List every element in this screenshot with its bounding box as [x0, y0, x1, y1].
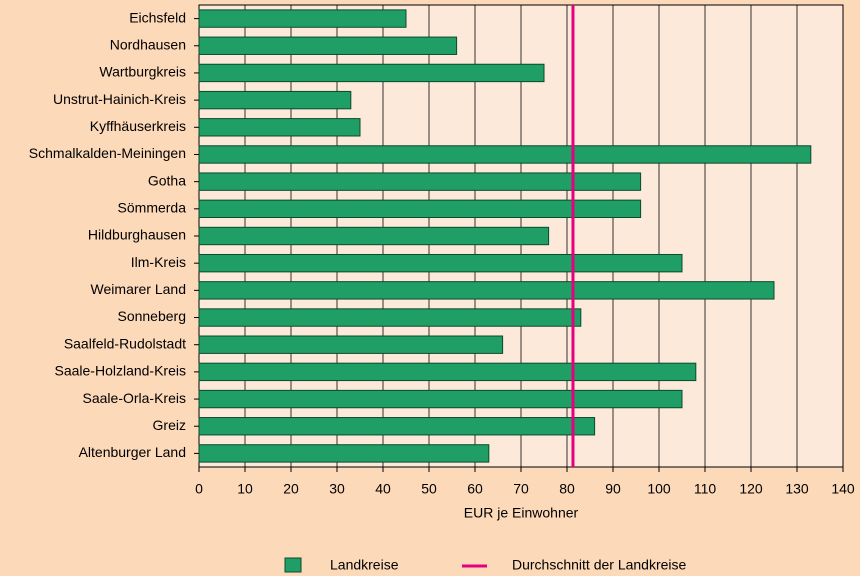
- y-tick-label: Saale-Holzland-Kreis: [54, 363, 186, 379]
- y-tick-label: Weimarer Land: [91, 281, 186, 297]
- bar: [198, 281, 775, 300]
- legend-label: Landkreise: [330, 557, 399, 573]
- y-tick-label: Greiz: [153, 417, 186, 433]
- legend-swatch: [284, 557, 302, 573]
- x-tick-label: 130: [785, 481, 809, 497]
- y-tick-label: Eichsfeld: [129, 9, 186, 25]
- bar: [198, 444, 490, 463]
- y-tick-label: Schmalkalden-Meiningen: [29, 145, 186, 161]
- y-tick-label: Wartburgkreis: [99, 64, 186, 80]
- x-tick-label: 30: [329, 481, 345, 497]
- y-tick-label: Nordhausen: [110, 36, 186, 52]
- x-tick-label: 120: [739, 481, 763, 497]
- bar: [198, 226, 550, 246]
- bar: [198, 362, 697, 382]
- x-tick-label: 0: [195, 481, 203, 497]
- y-tick-label: Sömmerda: [118, 200, 187, 216]
- bar: [198, 90, 352, 110]
- x-tick-label: 110: [694, 481, 717, 497]
- x-tick-label: 80: [559, 481, 575, 497]
- bar: [198, 63, 545, 83]
- bar: [198, 36, 458, 55]
- x-tick-label: 100: [647, 481, 671, 497]
- x-tick-label: 60: [467, 481, 483, 497]
- bar: [198, 253, 683, 273]
- x-tick-label: 140: [831, 481, 855, 497]
- y-tick-label: Altenburger Land: [79, 444, 186, 460]
- y-tick-label: Hildburghausen: [88, 227, 186, 243]
- bar: [198, 145, 812, 164]
- y-tick-label: Sonneberg: [117, 308, 186, 324]
- y-tick-label: Gotha: [148, 172, 186, 188]
- y-tick-label: Kyffhäuserkreis: [90, 118, 186, 134]
- y-tick-label: Ilm-Kreis: [131, 254, 186, 270]
- x-tick-label: 50: [421, 481, 437, 497]
- bar: [198, 118, 361, 137]
- bar: [198, 335, 504, 354]
- x-tick-label: 10: [237, 481, 253, 497]
- bar: [198, 308, 582, 327]
- x-tick-label: 90: [605, 481, 621, 497]
- x-axis-label: EUR je Einwohner: [464, 505, 579, 521]
- legend-label: Durchschnitt der Landkreise: [512, 557, 687, 573]
- x-tick-label: 70: [513, 481, 529, 497]
- y-tick-label: Unstrut-Hainich-Kreis: [53, 91, 186, 107]
- bar: [198, 9, 407, 28]
- bar: [198, 389, 683, 409]
- x-tick-label: 40: [375, 481, 391, 497]
- y-tick-label: Saalfeld-Rudolstadt: [64, 335, 186, 351]
- y-tick-label: Saale-Orla-Kreis: [83, 390, 186, 406]
- bar: [198, 417, 596, 436]
- x-tick-label: 20: [283, 481, 299, 497]
